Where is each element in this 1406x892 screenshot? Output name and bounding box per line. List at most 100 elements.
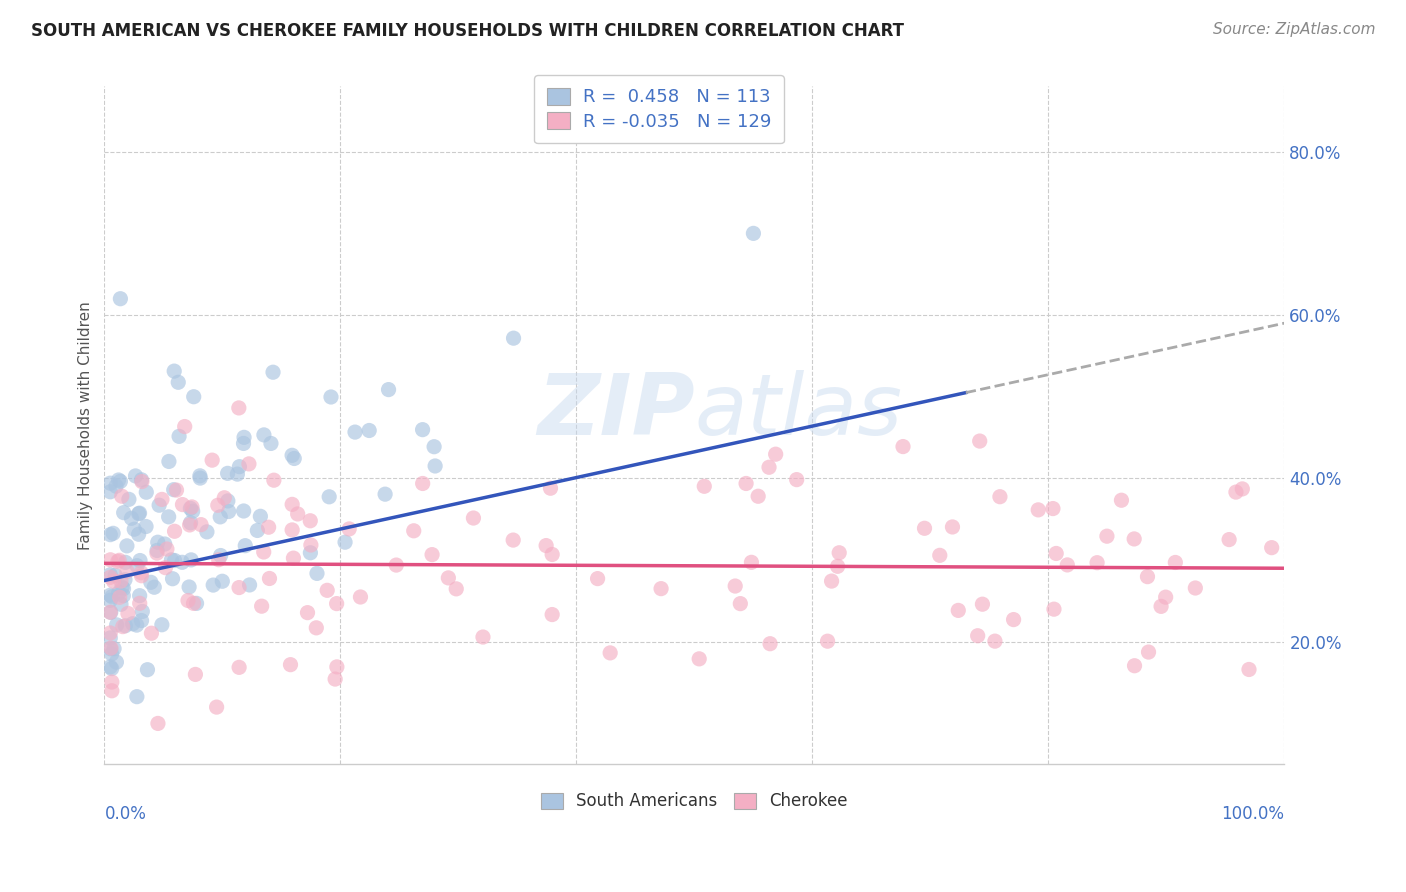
Point: [179, 501, 201, 516]
Point: [283, 451, 305, 466]
Point: [305, 621, 328, 635]
Point: [186, 596, 208, 610]
Point: [287, 507, 309, 521]
Point: [183, 390, 205, 404]
Point: [281, 497, 304, 511]
Point: [969, 434, 991, 448]
Point: [177, 593, 200, 607]
Point: [228, 459, 250, 474]
Point: [188, 468, 211, 483]
Point: [98, 588, 121, 602]
Point: [101, 590, 124, 604]
Point: [114, 555, 136, 569]
Point: [143, 580, 166, 594]
Point: [1123, 532, 1146, 546]
Point: [111, 580, 134, 594]
Point: [988, 490, 1011, 504]
Point: [262, 365, 284, 379]
Point: [228, 401, 250, 415]
Point: [141, 626, 163, 640]
Point: [101, 526, 124, 541]
Point: [534, 539, 557, 553]
Point: [157, 509, 180, 524]
Point: [1150, 599, 1173, 614]
Point: [377, 383, 399, 397]
Point: [98, 605, 121, 619]
Point: [730, 597, 752, 611]
Point: [128, 527, 150, 541]
Point: [98, 567, 121, 582]
Point: [1043, 602, 1066, 616]
Point: [110, 574, 132, 588]
Point: [190, 517, 212, 532]
Point: [472, 630, 495, 644]
Point: [541, 548, 564, 562]
Point: [226, 467, 249, 482]
Point: [412, 476, 434, 491]
Point: [105, 618, 128, 632]
Point: [1154, 590, 1177, 604]
Point: [1095, 529, 1118, 543]
Point: [966, 629, 988, 643]
Point: [114, 619, 136, 633]
Point: [166, 483, 188, 497]
Point: [253, 428, 276, 442]
Point: [1045, 546, 1067, 560]
Point: [98, 631, 121, 645]
Point: [125, 618, 148, 632]
Point: [111, 619, 134, 633]
Point: [747, 489, 769, 503]
Point: [146, 543, 169, 558]
Point: [172, 555, 194, 569]
Point: [214, 491, 236, 505]
Point: [541, 607, 564, 622]
Point: [180, 516, 202, 530]
Point: [1232, 482, 1254, 496]
Point: [124, 469, 146, 483]
Point: [101, 683, 124, 698]
Point: [172, 498, 194, 512]
Point: [98, 476, 121, 491]
Point: [128, 507, 150, 521]
Point: [228, 660, 250, 674]
Point: [148, 498, 170, 512]
Point: [211, 574, 233, 589]
Point: [941, 520, 963, 534]
Point: [188, 471, 211, 485]
Point: [128, 589, 150, 603]
Text: SOUTH AMERICAN VS CHEROKEE FAMILY HOUSEHOLDS WITH CHILDREN CORRELATION CHART: SOUTH AMERICAN VS CHEROKEE FAMILY HOUSEH…: [31, 22, 904, 40]
Point: [586, 572, 609, 586]
Point: [228, 581, 250, 595]
Point: [1137, 645, 1160, 659]
Point: [233, 539, 256, 553]
Point: [1056, 558, 1078, 572]
Point: [259, 572, 281, 586]
Point: [232, 436, 254, 450]
Point: [319, 390, 342, 404]
Point: [167, 429, 190, 443]
Point: [150, 617, 173, 632]
Point: [1002, 613, 1025, 627]
Point: [103, 641, 125, 656]
Text: 100.0%: 100.0%: [1222, 805, 1285, 823]
Point: [136, 663, 159, 677]
Point: [650, 582, 672, 596]
Point: [121, 616, 143, 631]
Point: [238, 457, 260, 471]
Point: [325, 597, 347, 611]
Point: [129, 553, 152, 567]
Point: [110, 597, 132, 611]
Point: [112, 582, 135, 596]
Point: [260, 436, 283, 450]
Point: [693, 479, 716, 493]
Point: [827, 559, 849, 574]
Point: [181, 500, 204, 514]
Point: [155, 560, 177, 574]
Point: [129, 566, 152, 580]
Point: [195, 524, 218, 539]
Point: [828, 546, 851, 560]
Point: [217, 494, 239, 508]
Point: [103, 574, 125, 589]
Point: [281, 523, 304, 537]
Point: [104, 568, 127, 582]
